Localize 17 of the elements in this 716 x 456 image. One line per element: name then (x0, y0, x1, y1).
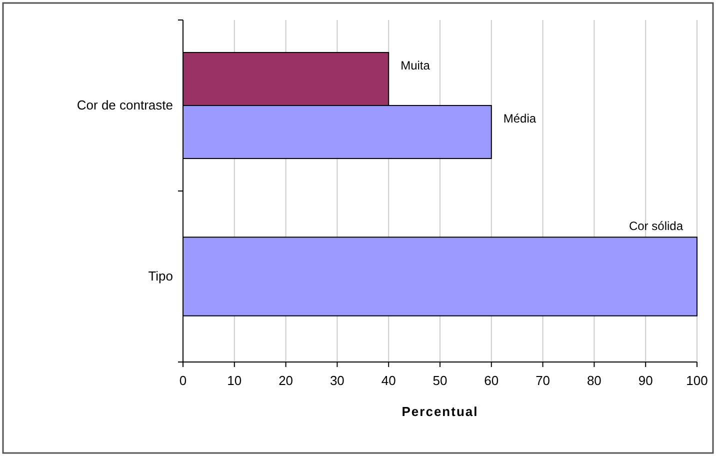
x-tick-label: 0 (179, 373, 187, 388)
x-axis-title: Percentual (402, 404, 478, 419)
x-tick-label: 70 (536, 373, 550, 388)
x-tick-label: 10 (227, 373, 242, 388)
x-tick-label: 40 (381, 373, 396, 388)
series-label: Cor sólida (628, 219, 684, 234)
series-label: Muita (400, 58, 430, 72)
y-tick-label: Tipo (148, 268, 173, 284)
x-tick-label: 20 (278, 373, 294, 388)
x-tick-label: 100 (686, 373, 708, 388)
x-tick-label: 60 (484, 373, 499, 388)
x-tick-label: 30 (330, 373, 344, 388)
y-tick-label: Cor de contraste (76, 98, 173, 112)
x-tick-label: 90 (638, 373, 653, 388)
x-tick-label: 50 (432, 373, 448, 388)
x-tick-label: 80 (586, 373, 602, 388)
series-label: Média (503, 112, 536, 126)
